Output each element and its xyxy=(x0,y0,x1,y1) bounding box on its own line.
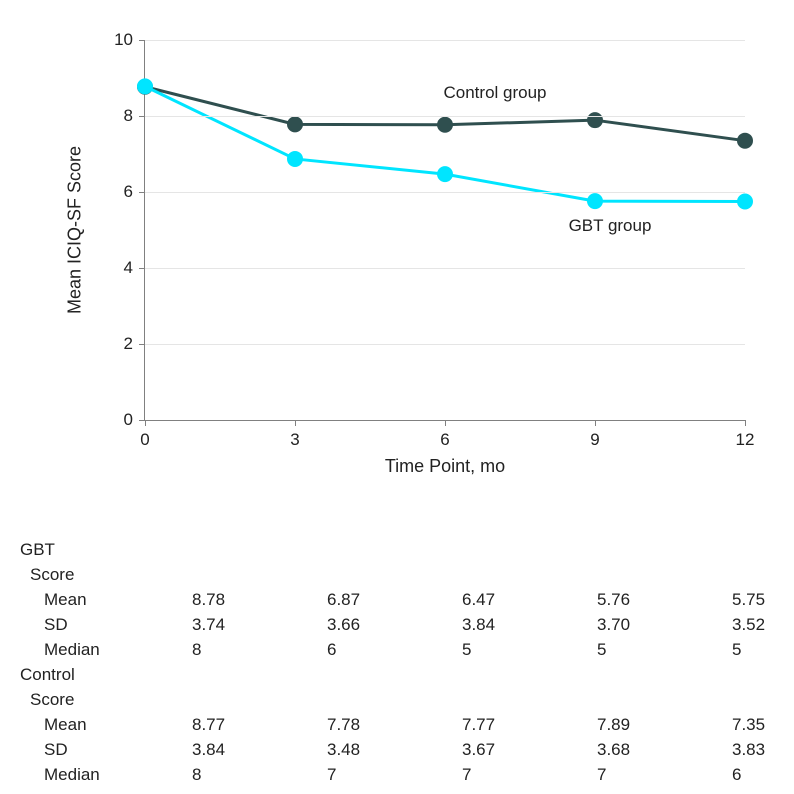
table-cell: 6.87 xyxy=(327,590,462,610)
y-tick-label: 8 xyxy=(93,106,133,126)
series-marker-control xyxy=(738,134,752,148)
table-cell: 3.84 xyxy=(192,740,327,760)
y-tick-label: 0 xyxy=(93,410,133,430)
row-label: Mean xyxy=(20,715,192,735)
table-cell: 8.78 xyxy=(192,590,327,610)
table-row: Median87776 xyxy=(20,765,770,790)
table-cell: 7 xyxy=(462,765,597,785)
x-tick xyxy=(745,420,746,426)
row-label: SD xyxy=(20,740,192,760)
group-title-label: Control xyxy=(20,665,168,685)
y-tick-label: 4 xyxy=(93,258,133,278)
table-group-subtitle: Score xyxy=(20,565,770,590)
table-cell: 6.47 xyxy=(462,590,597,610)
table-cell: 3.67 xyxy=(462,740,597,760)
table-group-title: Control xyxy=(20,665,770,690)
x-tick-label: 12 xyxy=(736,430,755,450)
y-tick-label: 6 xyxy=(93,182,133,202)
row-label: Median xyxy=(20,765,192,785)
series-marker-control xyxy=(288,117,302,131)
y-tick xyxy=(139,344,145,345)
row-label: SD xyxy=(20,615,192,635)
x-tick-label: 3 xyxy=(290,430,299,450)
table-cell: 3.48 xyxy=(327,740,462,760)
series-line-gbt xyxy=(145,86,745,201)
table-cell: 7 xyxy=(597,765,732,785)
data-table: GBTScoreMean8.786.876.475.765.75SD3.743.… xyxy=(20,540,770,790)
gridline xyxy=(145,116,745,117)
plot-region: Mean ICIQ-SF Score Time Point, mo 024681… xyxy=(145,40,745,420)
x-tick xyxy=(145,420,146,426)
group-subtitle-label: Score xyxy=(20,690,178,710)
series-marker-control xyxy=(438,118,452,132)
table-cell: 8 xyxy=(192,640,327,660)
table-row: SD3.843.483.673.683.83 xyxy=(20,740,770,765)
y-tick xyxy=(139,192,145,193)
x-axis-label: Time Point, mo xyxy=(385,456,505,477)
table-cell: 3.74 xyxy=(192,615,327,635)
x-tick-label: 6 xyxy=(440,430,449,450)
figure-container: Mean ICIQ-SF Score Time Point, mo 024681… xyxy=(0,0,794,794)
table-cell: 8.77 xyxy=(192,715,327,735)
table-cell: 5.75 xyxy=(732,590,794,610)
table-cell: 3.70 xyxy=(597,615,732,635)
table-group-subtitle: Score xyxy=(20,690,770,715)
series-marker-gbt xyxy=(138,79,152,93)
table-cell: 3.66 xyxy=(327,615,462,635)
table-cell: 7.89 xyxy=(597,715,732,735)
row-label: Mean xyxy=(20,590,192,610)
table-cell: 7 xyxy=(327,765,462,785)
y-tick xyxy=(139,40,145,41)
gridline xyxy=(145,344,745,345)
series-marker-gbt xyxy=(588,194,602,208)
table-cell: 3.84 xyxy=(462,615,597,635)
table-cell: 6 xyxy=(327,640,462,660)
table-row: Median86555 xyxy=(20,640,770,665)
x-tick-label: 0 xyxy=(140,430,149,450)
table-cell: 8 xyxy=(192,765,327,785)
table-cell: 5.76 xyxy=(597,590,732,610)
table-row: SD3.743.663.843.703.52 xyxy=(20,615,770,640)
series-label-control: Control group xyxy=(443,83,546,103)
chart-area: Mean ICIQ-SF Score Time Point, mo 024681… xyxy=(60,20,770,460)
table-row: Mean8.777.787.777.897.35 xyxy=(20,715,770,740)
y-tick-label: 10 xyxy=(93,30,133,50)
table-cell: 5 xyxy=(732,640,794,660)
y-tick xyxy=(139,116,145,117)
table-cell: 5 xyxy=(462,640,597,660)
series-label-gbt: GBT group xyxy=(569,216,652,236)
table-cell: 3.52 xyxy=(732,615,794,635)
table-cell: 3.68 xyxy=(597,740,732,760)
table-cell: 7.35 xyxy=(732,715,794,735)
group-subtitle-label: Score xyxy=(20,565,178,585)
table-cell: 5 xyxy=(597,640,732,660)
y-axis-label: Mean ICIQ-SF Score xyxy=(65,146,86,314)
x-tick-label: 9 xyxy=(590,430,599,450)
y-tick-label: 2 xyxy=(93,334,133,354)
y-tick xyxy=(139,268,145,269)
gridline xyxy=(145,40,745,41)
x-tick xyxy=(595,420,596,426)
table-row: Mean8.786.876.475.765.75 xyxy=(20,590,770,615)
gridline xyxy=(145,268,745,269)
table-cell: 3.83 xyxy=(732,740,794,760)
table-cell: 7.77 xyxy=(462,715,597,735)
gridline xyxy=(145,192,745,193)
x-tick xyxy=(445,420,446,426)
group-title-label: GBT xyxy=(20,540,168,560)
x-tick xyxy=(295,420,296,426)
table-cell: 6 xyxy=(732,765,794,785)
series-marker-gbt xyxy=(738,195,752,209)
table-cell: 7.78 xyxy=(327,715,462,735)
table-group-title: GBT xyxy=(20,540,770,565)
series-marker-gbt xyxy=(438,167,452,181)
series-marker-gbt xyxy=(288,152,302,166)
row-label: Median xyxy=(20,640,192,660)
